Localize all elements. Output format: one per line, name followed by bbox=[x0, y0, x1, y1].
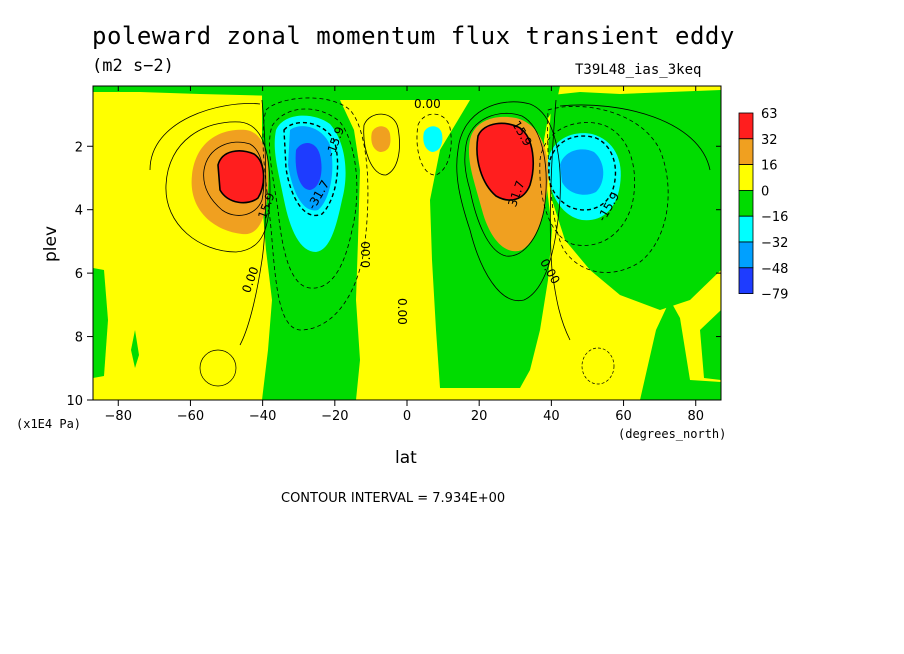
filled-contours: 15.9 0.00 -15.9 -31.7 0.00 0.00 0.00 15.… bbox=[93, 86, 721, 400]
chart-title: poleward zonal momentum flux transient e… bbox=[92, 22, 735, 50]
y-tick-label: 2 bbox=[75, 140, 83, 155]
contour-left-min-wide bbox=[262, 97, 369, 331]
y-tick-label: 4 bbox=[75, 204, 83, 219]
contour-right-min-inner bbox=[548, 135, 617, 211]
x-tick-label: 0 bbox=[403, 409, 411, 424]
x-tick-label: 60 bbox=[615, 409, 632, 424]
contour-equator-right bbox=[416, 113, 452, 176]
colorbar-level-label: −32 bbox=[761, 236, 788, 251]
colorbar: 63 32 16 0 −16 −32 −48 −79 bbox=[738, 107, 788, 303]
green-region-left-edge bbox=[93, 268, 108, 378]
colorbar-swatch bbox=[738, 241, 754, 269]
y-tick-label: 8 bbox=[75, 331, 83, 346]
colorbar-level-label: 63 bbox=[761, 107, 778, 122]
yellow-region-central-column bbox=[404, 122, 432, 360]
colorbar-swatch bbox=[738, 112, 754, 140]
contour-right-max-bold bbox=[476, 122, 534, 201]
x-tick-label: −20 bbox=[321, 409, 348, 424]
contour-lines bbox=[149, 97, 711, 346]
contour-left-max-bold bbox=[217, 150, 265, 204]
colorbar-swatch bbox=[738, 267, 754, 294]
contour-equator-left bbox=[363, 113, 400, 176]
contour-interval-note: CONTOUR INTERVAL = 7.934E+00 bbox=[281, 491, 505, 506]
contour-zero-left bbox=[239, 99, 267, 346]
x-axis-units: (degrees_north) bbox=[618, 427, 726, 441]
colorbar-level-label: 32 bbox=[761, 133, 778, 148]
x-tick-label: 80 bbox=[687, 409, 704, 424]
green-region-top-strip bbox=[93, 86, 300, 96]
contour-label-0-equator: 0.00 bbox=[395, 298, 409, 325]
y-axis-label: plev bbox=[41, 226, 61, 262]
contour-outer-left bbox=[149, 103, 261, 171]
colorbar-level-label: −79 bbox=[761, 288, 788, 303]
colorbar-level-label: −16 bbox=[761, 210, 788, 225]
contour-left-min-inner bbox=[283, 121, 339, 217]
red-region-left-max bbox=[218, 150, 264, 203]
cyan-region-equator-right bbox=[423, 126, 443, 152]
colorbar-swatch bbox=[738, 215, 754, 243]
y-tick-label: 10 bbox=[66, 394, 83, 409]
contour-left-max-outer bbox=[165, 121, 271, 253]
contour-label-0-top: 0.00 bbox=[414, 97, 441, 111]
contour-zero-right bbox=[549, 99, 571, 341]
contour-right-max-mid bbox=[464, 112, 547, 257]
x-tick-label: −60 bbox=[177, 409, 204, 424]
contour-left-max-mid bbox=[203, 141, 265, 216]
colorbar-level-label: −48 bbox=[761, 262, 788, 277]
x-tick-label: −40 bbox=[249, 409, 276, 424]
orange-region-equator-left bbox=[371, 126, 391, 152]
green-region-right-lower bbox=[700, 310, 721, 380]
contour-right-min-wide bbox=[547, 106, 669, 273]
contour-right-max-outer bbox=[456, 101, 561, 302]
x-tick-label: −80 bbox=[105, 409, 132, 424]
colorbar-level-label: 16 bbox=[761, 159, 778, 174]
contour-left-min-outer bbox=[269, 108, 358, 289]
x-tick-label: 20 bbox=[471, 409, 488, 424]
contour-label-0-midleft: 0.00 bbox=[359, 241, 373, 268]
y-axis-units: (x1E4 Pa) bbox=[16, 417, 81, 431]
bottom-closed-contour-right bbox=[581, 347, 615, 385]
red-region-right-max bbox=[476, 123, 534, 201]
colorbar-swatch bbox=[738, 138, 754, 166]
green-region-left-sliver bbox=[131, 330, 139, 368]
contour-outer-right bbox=[559, 104, 711, 171]
units-label: (m2 s−2) bbox=[92, 56, 174, 76]
y-axis: 2 4 6 8 10 bbox=[66, 140, 721, 409]
contour-right-min-outer bbox=[539, 122, 635, 246]
x-tick-label: 40 bbox=[543, 409, 560, 424]
x-axis: −80 −60 −40 −20 0 20 40 60 80 bbox=[105, 86, 704, 424]
colorbar-level-label: 0 bbox=[761, 184, 769, 199]
green-region-right-bottom bbox=[640, 300, 721, 400]
colorbar-swatch bbox=[738, 189, 754, 217]
x-axis-label: lat bbox=[395, 448, 417, 468]
colorbar-swatch bbox=[738, 164, 754, 191]
blue-region-right-min bbox=[560, 149, 604, 195]
dark-blue-region-left-min bbox=[295, 143, 322, 190]
bottom-closed-contour-left bbox=[199, 349, 237, 387]
run-id-label: T39L48_ias_3keq bbox=[575, 62, 702, 78]
y-tick-label: 6 bbox=[75, 267, 83, 282]
